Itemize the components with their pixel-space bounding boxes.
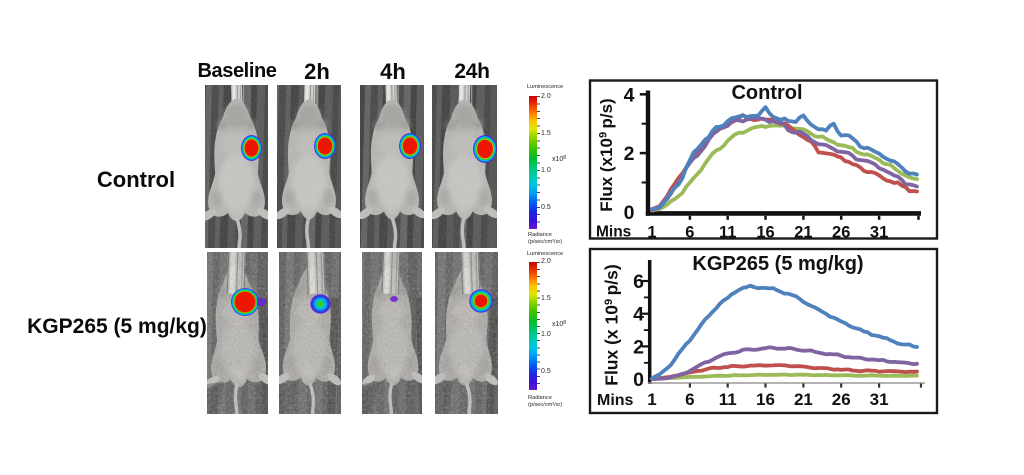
svg-text:21: 21: [794, 224, 812, 242]
svg-text:Flux (x 109 p/s): Flux (x 109 p/s): [602, 264, 622, 385]
svg-text:11: 11: [719, 390, 737, 409]
svg-text:Mins: Mins: [597, 392, 634, 409]
svg-text:16: 16: [756, 224, 774, 242]
svg-text:16: 16: [756, 390, 775, 409]
svg-text:0: 0: [633, 369, 644, 391]
svg-text:Control: Control: [731, 82, 802, 104]
svg-text:Flux (x109 p/s): Flux (x109 p/s): [597, 98, 616, 211]
svg-text:11: 11: [719, 224, 736, 242]
svg-text:2: 2: [624, 143, 635, 165]
svg-text:31: 31: [870, 224, 888, 242]
svg-text:Mins: Mins: [596, 224, 631, 241]
svg-text:KGP265 (5 mg/kg): KGP265 (5 mg/kg): [692, 253, 863, 275]
svg-text:2: 2: [633, 336, 644, 358]
svg-text:6: 6: [685, 390, 694, 409]
svg-text:31: 31: [870, 390, 889, 409]
svg-text:6: 6: [633, 271, 644, 293]
svg-text:1: 1: [647, 390, 656, 409]
svg-text:6: 6: [685, 224, 694, 242]
svg-text:26: 26: [832, 224, 850, 242]
svg-text:26: 26: [832, 390, 851, 409]
svg-text:1: 1: [647, 224, 656, 242]
svg-text:21: 21: [794, 390, 813, 409]
svg-text:4: 4: [624, 84, 635, 106]
svg-text:4: 4: [633, 304, 644, 326]
svg-text:0: 0: [624, 202, 635, 224]
